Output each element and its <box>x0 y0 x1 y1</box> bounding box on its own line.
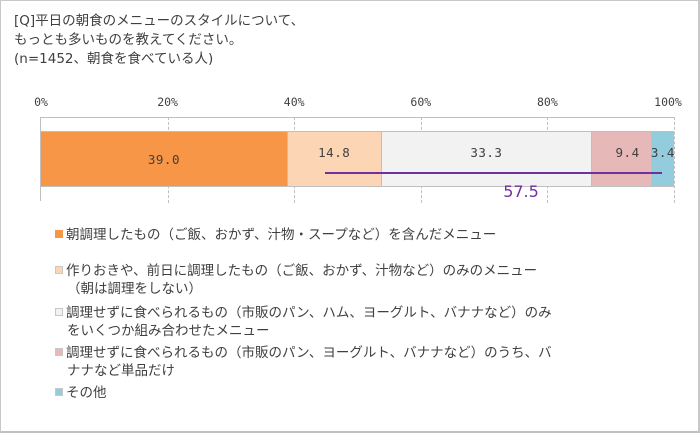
x-tick-label: 80% <box>537 95 558 109</box>
legend-item: 朝調理したもの（ご飯、おかず、汁物・スープなど）を含んだメニュー <box>55 226 496 244</box>
bar-segment-cooked-morning: 39.0 <box>41 131 288 187</box>
title-line-3: (n=1452、朝食を食べている人) <box>14 51 214 67</box>
x-tick-label: 20% <box>157 95 178 109</box>
title-line-2: もっとも多いものを教えてください。 <box>14 32 243 48</box>
x-tick-label: 60% <box>410 95 432 109</box>
bar-segment-single-item: 9.4 <box>592 131 652 187</box>
segment-value: 3.4 <box>650 144 675 160</box>
bar-segment-no-cook-combo: 33.3 <box>381 131 593 187</box>
legend-swatch-icon <box>55 266 63 274</box>
plot-top-border <box>41 117 674 118</box>
segment-value: 9.4 <box>615 144 640 160</box>
chart-title: [Q]平日の朝食のメニューのスタイルについて、 もっとも多いものを教えてください… <box>14 12 304 69</box>
legend-label: その他 <box>66 385 107 401</box>
bar-segment-other: 3.4 <box>650 131 675 187</box>
segment-value: 39.0 <box>147 151 180 167</box>
plot-left-border <box>40 117 41 201</box>
legend-swatch-icon <box>55 230 63 238</box>
segment-value: 14.8 <box>318 144 351 160</box>
segment-value: 33.3 <box>470 144 503 160</box>
legend-item: 調理せずに食べられるもの（市販のパン、ヨーグルト、バナナなど）のうち、バ ナナな… <box>55 344 552 380</box>
bracket-line <box>325 172 662 174</box>
stacked-bar: 39.0 14.8 33.3 9.4 3.4 <box>41 131 674 187</box>
x-tick-label: 100% <box>654 95 682 109</box>
x-tick-label: 0% <box>34 95 48 109</box>
legend-item: 調理せずに食べられるもの（市販のパン、ハム、ヨーグルト、バナナなど）のみ をいく… <box>55 304 552 340</box>
gridline <box>674 117 675 203</box>
bar-segment-prepared-ahead: 14.8 <box>287 131 382 187</box>
title-line-1: [Q]平日の朝食のメニューのスタイルについて、 <box>14 13 305 29</box>
bracket-sum-label: 57.5 <box>503 182 539 201</box>
legend-label-cont: ナナなど単品だけ <box>67 363 175 379</box>
legend-label: 朝調理したもの（ご飯、おかず、汁物・スープなど）を含んだメニュー <box>66 227 497 243</box>
legend-label: 作りおきや、前日に調理したもの（ご飯、おかず、汁物など）のみのメニュー <box>66 263 538 279</box>
legend-swatch-icon <box>55 388 63 396</box>
legend-swatch-icon <box>55 348 63 356</box>
legend-label: 調理せずに食べられるもの（市販のパン、ヨーグルト、バナナなど）のうち、バ <box>66 345 552 361</box>
legend-item: その他 <box>55 384 107 402</box>
legend-label-cont: （朝は調理をしない） <box>67 281 202 297</box>
legend-label-cont: をいくつか組み合わせたメニュー <box>67 323 270 339</box>
x-tick-label: 40% <box>283 95 305 109</box>
legend-label: 調理せずに食べられるもの（市販のパン、ハム、ヨーグルト、バナナなど）のみ <box>66 305 552 321</box>
legend-swatch-icon <box>55 308 63 316</box>
legend-item: 作りおきや、前日に調理したもの（ご飯、おかず、汁物など）のみのメニュー （朝は調… <box>55 262 537 298</box>
